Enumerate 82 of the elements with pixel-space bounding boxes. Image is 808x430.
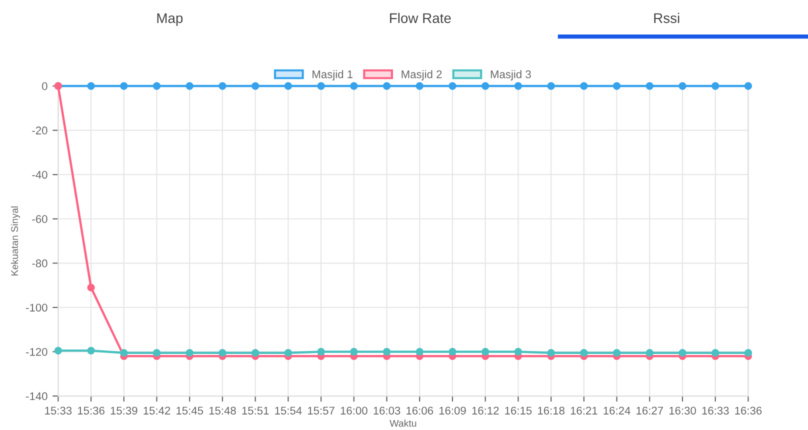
x-tick-label: 16:15 [505, 406, 532, 415]
x-tick-label: 15:48 [209, 406, 236, 415]
point [218, 349, 226, 357]
legend-label: Masjid 2 [402, 70, 442, 80]
point [152, 349, 161, 357]
text: Flow Rate [390, 12, 451, 24]
point [152, 82, 161, 90]
x-tick-label: 15:33 [45, 406, 72, 415]
x-tick-label: 16:21 [570, 406, 598, 415]
point [580, 349, 588, 357]
point [744, 349, 752, 357]
point [284, 349, 292, 357]
point [252, 82, 260, 90]
point [416, 82, 424, 90]
y-tick-label: -100 [26, 304, 48, 312]
x-tick-label: 16:03 [374, 406, 400, 415]
x-tick-label: 16:09 [439, 406, 466, 415]
point [87, 82, 95, 90]
point [646, 82, 654, 90]
y-axis-title: Kekuatan Sinyal [10, 206, 20, 276]
point [448, 82, 456, 90]
x-tick-label: 16:18 [538, 406, 564, 415]
point [87, 346, 95, 354]
legend-label: Masjid 1 [312, 70, 353, 80]
x-tick-label: 15:36 [78, 406, 104, 415]
point [646, 349, 654, 357]
point [448, 348, 456, 356]
point [87, 284, 95, 292]
text: Rssi [654, 12, 680, 24]
point [317, 82, 325, 90]
point [317, 348, 325, 356]
x-tick-label: 16:00 [340, 406, 368, 415]
x-tick-label: 15:42 [144, 406, 170, 415]
point [482, 348, 490, 356]
point [350, 348, 358, 356]
y-tick-label: -80 [32, 259, 48, 268]
x-tick-label: 15:51 [242, 406, 269, 415]
y-tick-label: -20 [32, 126, 48, 134]
x-tick-label: 16:33 [702, 406, 729, 415]
point [284, 82, 292, 90]
x-tick-label: 15:54 [275, 406, 302, 415]
point [252, 349, 260, 357]
point [612, 82, 621, 90]
point [350, 82, 358, 90]
point [547, 349, 555, 357]
y-tick-label: -120 [26, 348, 48, 356]
point [612, 349, 621, 357]
x-tick-label: 15:45 [176, 406, 204, 415]
point [547, 82, 555, 90]
x-tick-label: 16:06 [406, 406, 434, 415]
y-tick-label: -60 [32, 215, 48, 224]
point [678, 349, 686, 357]
point [580, 82, 588, 90]
point [382, 82, 391, 90]
point [416, 348, 424, 356]
point [712, 349, 720, 357]
point [514, 348, 522, 356]
point [744, 82, 752, 90]
text: Map [157, 13, 183, 26]
x-tick-label: 16:36 [735, 406, 762, 415]
point [120, 82, 128, 90]
point [712, 82, 720, 90]
point [382, 348, 391, 356]
point [514, 82, 522, 90]
point [218, 82, 226, 90]
point [120, 349, 128, 357]
point [186, 349, 194, 357]
y-tick-label: -40 [32, 170, 48, 179]
point [482, 82, 490, 90]
x-axis-title: Waktu [390, 420, 416, 427]
point [678, 82, 686, 90]
x-tick-label: 15:39 [110, 406, 138, 415]
point [186, 82, 194, 90]
x-tick-label: 16:30 [669, 406, 696, 415]
x-tick-label: 16:12 [472, 406, 499, 415]
x-tick-label: 15:57 [308, 406, 334, 415]
x-tick-label: 16:24 [604, 406, 630, 415]
legend-label: Masjid 3 [490, 70, 531, 80]
point [54, 346, 62, 354]
y-tick-label: 0 [42, 82, 48, 90]
x-tick-label: 16:27 [636, 406, 663, 415]
y-tick-label: -140 [26, 392, 48, 400]
